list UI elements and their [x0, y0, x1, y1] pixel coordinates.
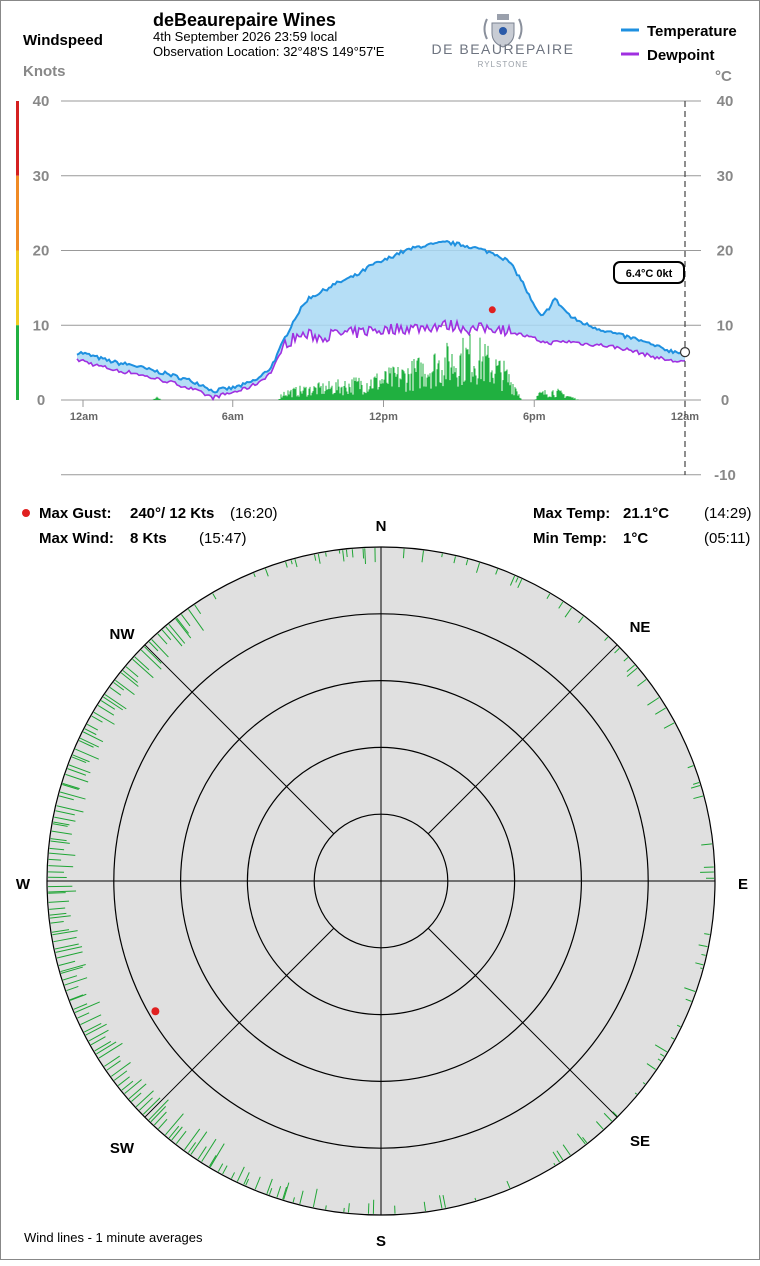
- right-axis-units: °C: [715, 68, 732, 85]
- compass-s-label: S: [376, 1233, 386, 1250]
- min-temp-time: (05:11): [704, 530, 750, 547]
- wind-direction-tick: [326, 553, 327, 557]
- compass-se-label: SE: [630, 1133, 650, 1150]
- wind-direction-tick: [403, 549, 404, 558]
- left-axis-tick-label: 10: [33, 317, 50, 334]
- wind-scale-bar-segment: [16, 176, 19, 251]
- legend-temperature-label: Temperature: [647, 23, 737, 40]
- wind-direction-tick: [475, 1198, 476, 1200]
- polar-max-gust-marker: [151, 1007, 159, 1015]
- temperature-dewpoint-fill: [77, 241, 685, 399]
- wind-scale-bar-segment: [16, 251, 19, 326]
- max-wind-value: 8 Kts: [130, 530, 167, 547]
- compass-e-label: E: [738, 876, 748, 893]
- left-axis-tick-label: 40: [33, 93, 50, 110]
- max-gust-label: Max Gust:: [39, 505, 112, 522]
- x-axis-tick-label: 6pm: [523, 411, 546, 423]
- min-temp-value: 1°C: [623, 530, 648, 547]
- wind-scale-bar-segment: [16, 325, 19, 400]
- wind-direction-tick: [363, 548, 364, 558]
- right-axis-tick-label: 10: [717, 317, 734, 334]
- wind-direction-tick: [48, 893, 65, 894]
- legend: Temperature Dewpoint: [621, 23, 737, 64]
- max-gust-marker-icon: [22, 509, 30, 517]
- date-line: 4th September 2026 23:59 local: [153, 29, 337, 44]
- max-wind-label: Max Wind:: [39, 530, 114, 547]
- compass-nw-label: NW: [110, 626, 136, 643]
- compass-sw-label: SW: [110, 1140, 135, 1157]
- left-axis-tick-label: 0: [37, 392, 45, 409]
- legend-dewpoint-label: Dewpoint: [647, 47, 715, 64]
- current-readout-text: 6.4°C 0kt: [626, 268, 673, 280]
- wind-direction-tick: [442, 554, 443, 557]
- winery-logo: DE BEAUREPAIRE RYLSTONE: [432, 14, 575, 69]
- wind-direction-tick: [352, 549, 353, 557]
- x-axis-tick-label: 12am: [70, 411, 98, 423]
- compass-n-label: N: [376, 518, 387, 535]
- wind-direction-polar-plot: [47, 547, 715, 1215]
- left-axis-tick-label: 20: [33, 243, 50, 260]
- compass-ne-label: NE: [630, 619, 651, 636]
- footer-note: Wind lines - 1 minute averages: [24, 1230, 203, 1245]
- right-axis-tick-label: 0: [721, 392, 729, 409]
- location-line: Observation Location: 32°48'S 149°57'E: [153, 44, 385, 59]
- stats-panel: Max Gust: 240°/ 12 Kts (16:20) Max Wind:…: [22, 505, 752, 547]
- x-axis-tick-label: 6am: [222, 411, 244, 423]
- wind-direction-tick: [326, 1205, 327, 1209]
- left-axis-tick-label: 30: [33, 168, 50, 185]
- logo-name: DE BEAUREPAIRE: [432, 41, 575, 57]
- current-readout: 6.4°C 0kt: [614, 262, 684, 283]
- wind-scale-bar-segment: [16, 101, 19, 176]
- left-axis-title: Windspeed: [23, 32, 103, 49]
- right-axis-tick-label: -10: [714, 467, 736, 484]
- right-axis-tick-label: 40: [717, 93, 734, 110]
- max-gust-marker: [489, 306, 496, 313]
- left-axis-units: Knots: [23, 63, 66, 80]
- x-axis-tick-label: 12pm: [369, 411, 398, 423]
- max-temp-label: Max Temp:: [533, 505, 610, 522]
- max-wind-time: (15:47): [199, 530, 247, 547]
- min-temp-label: Min Temp:: [533, 530, 607, 547]
- current-value-marker: [681, 348, 690, 357]
- right-axis-tick-label: 30: [717, 168, 734, 185]
- compass-w-label: W: [16, 876, 31, 893]
- max-temp-value: 21.1°C: [623, 505, 669, 522]
- right-axis-tick-label: 20: [717, 243, 734, 260]
- page-title: deBeaurepaire Wines: [153, 10, 336, 30]
- max-gust-value: 240°/ 12 Kts: [130, 505, 214, 522]
- max-temp-time: (14:29): [704, 505, 752, 522]
- max-gust-time: (16:20): [230, 505, 278, 522]
- logo-sub: RYLSTONE: [478, 60, 529, 69]
- wind-direction-tick: [700, 968, 702, 969]
